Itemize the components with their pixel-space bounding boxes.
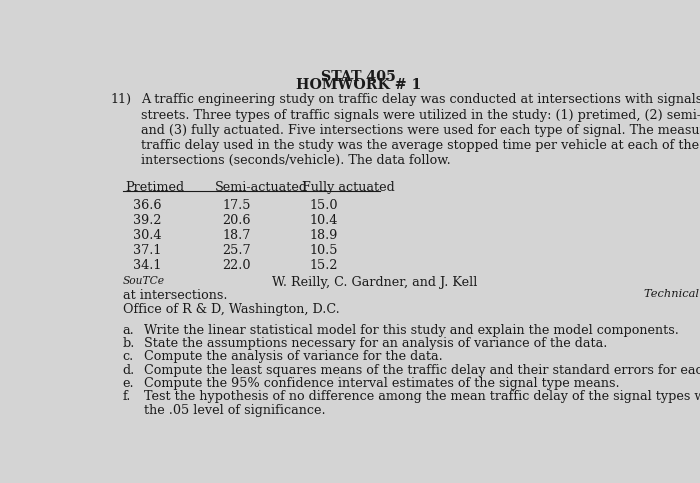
Text: SouTCe: SouTCe	[122, 275, 164, 285]
Text: Compute the least squares means of the traffic delay and their standard errors f: Compute the least squares means of the t…	[144, 364, 700, 377]
Text: a.: a.	[122, 324, 134, 337]
Text: the .05 level of significance.: the .05 level of significance.	[144, 404, 326, 417]
Text: 17.5: 17.5	[223, 199, 251, 213]
Text: 34.1: 34.1	[133, 259, 162, 272]
Text: Compute the analysis of variance for the data.: Compute the analysis of variance for the…	[144, 350, 443, 363]
Text: 18.9: 18.9	[309, 229, 337, 242]
Text: f.: f.	[122, 390, 131, 403]
Text: d.: d.	[122, 364, 135, 377]
Text: 15.2: 15.2	[309, 259, 337, 272]
Text: A traffic engineering study on traffic delay was conducted at intersections with: A traffic engineering study on traffic d…	[141, 93, 700, 106]
Text: Write the linear statistical model for this study and explain the model componen: Write the linear statistical model for t…	[144, 324, 679, 337]
Text: intersections (seconds/vehicle). The data follow.: intersections (seconds/vehicle). The dat…	[141, 154, 450, 167]
Text: Pretimed: Pretimed	[125, 182, 185, 195]
Text: Semi-actuated: Semi-actuated	[215, 182, 308, 195]
Text: 20.6: 20.6	[223, 214, 251, 227]
Text: Fully actuated: Fully actuated	[302, 182, 395, 195]
Text: traffic delay used in the study was the average stopped time per vehicle at each: traffic delay used in the study was the …	[141, 139, 699, 152]
Text: 22.0: 22.0	[223, 259, 251, 272]
Text: b.: b.	[122, 337, 135, 350]
Text: 10.4: 10.4	[309, 214, 337, 227]
Text: c.: c.	[122, 350, 134, 363]
Text: 11): 11)	[111, 93, 132, 106]
Text: HOMWORK # 1: HOMWORK # 1	[296, 78, 421, 92]
Text: 39.2: 39.2	[133, 214, 162, 227]
Text: Test the hypothesis of no difference among the mean traffic delay of the signal : Test the hypothesis of no difference amo…	[144, 390, 700, 403]
Text: 15.0: 15.0	[309, 199, 337, 213]
Text: e.: e.	[122, 377, 134, 390]
Text: 25.7: 25.7	[223, 244, 251, 257]
Text: Office of R & D, Washington, D.C.: Office of R & D, Washington, D.C.	[122, 303, 340, 316]
Text: 10.5: 10.5	[309, 244, 337, 257]
Text: 37.1: 37.1	[133, 244, 162, 257]
Text: Technical Report.: Technical Report.	[644, 289, 700, 299]
Text: 18.7: 18.7	[223, 229, 251, 242]
Text: State the assumptions necessary for an analysis of variance of the data.: State the assumptions necessary for an a…	[144, 337, 608, 350]
Text: and (3) fully actuated. Five intersections were used for each type of signal. Th: and (3) fully actuated. Five intersectio…	[141, 124, 700, 137]
Text: Compute the 95% confidence interval estimates of the signal type means.: Compute the 95% confidence interval esti…	[144, 377, 620, 390]
Text: W. Reilly, C. Gardner, and J. Kell: W. Reilly, C. Gardner, and J. Kell	[268, 275, 482, 288]
Text: 36.6: 36.6	[133, 199, 162, 213]
Text: streets. Three types of traffic signals were utilized in the study: (1) pretimed: streets. Three types of traffic signals …	[141, 109, 700, 122]
Text: 30.4: 30.4	[133, 229, 162, 242]
Text: at intersections.: at intersections.	[122, 289, 231, 302]
Text: STAT 405: STAT 405	[321, 70, 396, 84]
